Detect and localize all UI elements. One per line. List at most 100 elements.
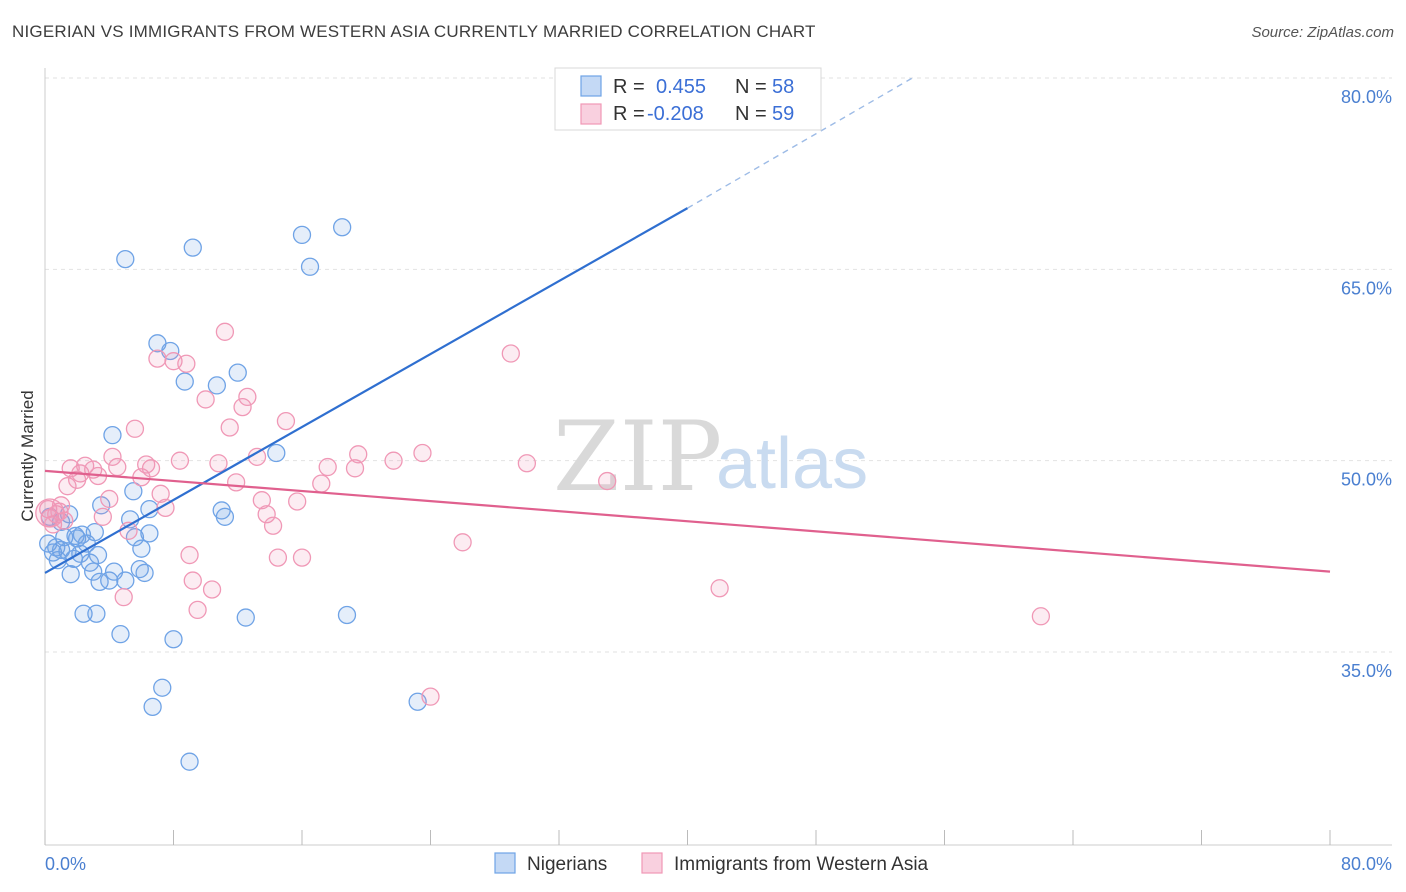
point-western-asia [114, 588, 133, 607]
bottom-legend: Nigerians Immigrants from Western Asia [494, 852, 929, 875]
bottom-legend-swatch-nigerians [494, 852, 516, 874]
point-western-asia [710, 579, 729, 598]
point-nigerians [116, 571, 135, 590]
point-nigerians [267, 443, 286, 463]
point-western-asia [226, 473, 246, 492]
point-western-asia [292, 548, 312, 567]
point-western-asia [413, 443, 432, 463]
tick-labels: 35.0% 50.0% 65.0% 80.0% 0.0% 80.0% [45, 87, 1392, 874]
point-western-asia [1031, 607, 1051, 626]
point-nigerians [103, 426, 122, 445]
legend-box: R = 0.455 N = 58 R = -0.208 N = 59 [554, 67, 822, 131]
y-axis-label: Currently Married [18, 390, 37, 521]
trend-lines [44, 77, 1331, 574]
point-western-asia [180, 545, 199, 565]
point-western-asia [220, 418, 239, 437]
point-nigerians [292, 225, 312, 245]
legend-swatch-western-asia [580, 103, 602, 125]
point-western-asia [170, 451, 190, 470]
point-nigerians [164, 630, 183, 649]
point-nigerians [183, 238, 202, 257]
legend-n-value: 59 [772, 103, 794, 125]
source-credit: Source: ZipAtlas.com [1251, 24, 1394, 41]
point-nigerians [300, 257, 320, 276]
point-western-asia [312, 474, 331, 493]
x-tick-label: 80.0% [1341, 854, 1392, 874]
point-western-asia [125, 419, 145, 438]
point-nigerians [135, 563, 154, 583]
point-western-asia [188, 600, 207, 620]
point-western-asia [156, 498, 175, 518]
point-western-asia [183, 571, 202, 590]
bottom-legend-swatch-western-asia [641, 852, 663, 874]
point-nigerians [236, 608, 255, 627]
point-western-asia [196, 390, 215, 409]
point-nigerians [333, 218, 352, 237]
point-western-asia [384, 451, 403, 470]
point-nigerians [100, 571, 119, 590]
point-nigerians [337, 605, 357, 625]
point-nigerians [61, 565, 80, 584]
point-western-asia [151, 484, 170, 503]
watermark: ZIP atlas [553, 401, 868, 513]
point-nigerians [74, 604, 93, 623]
y-tick-label: 35.0% [1341, 661, 1392, 681]
point-nigerians [84, 562, 103, 581]
point-nigerians [175, 372, 194, 391]
point-western-asia [238, 387, 257, 407]
point-western-asia [215, 322, 235, 341]
grid-lines [45, 77, 1392, 653]
point-western-asia [263, 516, 283, 535]
point-western-asia [100, 489, 119, 509]
point-nigerians [180, 752, 199, 771]
bottom-legend-western-asia: Immigrants from Western Asia [674, 854, 929, 875]
point-western-asia [421, 687, 440, 706]
point-western-asia [177, 354, 196, 373]
point-nigerians [111, 624, 130, 644]
bottom-legend-nigerians: Nigerians [527, 854, 607, 875]
point-western-asia [349, 445, 368, 464]
point-nigerians [90, 572, 109, 591]
point-western-asia [141, 459, 161, 478]
point-western-asia [103, 447, 122, 466]
point-western-asia [345, 459, 365, 478]
point-nigerians [124, 482, 143, 501]
point-nigerians [153, 678, 172, 697]
watermark-atlas: atlas [716, 424, 868, 504]
trend-line-nigerians [44, 207, 689, 574]
legend-n-label: N = [735, 76, 767, 98]
point-western-asia [501, 344, 520, 363]
point-western-asia [233, 397, 252, 417]
point-western-asia [148, 349, 167, 368]
point-western-asia [517, 454, 537, 473]
point-nigerians [132, 539, 151, 558]
legend-r-label: R = [613, 76, 645, 98]
point-western-asia [35, 498, 65, 528]
point-nigerians [207, 376, 227, 395]
point-nigerians [140, 524, 159, 543]
point-western-asia [209, 454, 228, 473]
point-nigerians [87, 604, 106, 623]
point-western-asia [252, 491, 271, 510]
point-nigerians [215, 507, 235, 526]
point-western-asia [108, 457, 127, 477]
y-tick-label: 50.0% [1341, 470, 1392, 490]
point-western-asia [257, 505, 276, 524]
y-tick-label: 65.0% [1341, 278, 1392, 298]
y-tick-label: 80.0% [1341, 87, 1392, 107]
legend-n-label: N = [735, 103, 767, 125]
data-points [35, 218, 1051, 771]
trend-line-western-asia [44, 469, 1331, 573]
legend-swatch-nigerians [580, 75, 602, 97]
point-western-asia [598, 471, 617, 491]
point-nigerians [116, 249, 135, 269]
point-western-asia [202, 580, 222, 599]
legend-r-label: R = [613, 103, 645, 125]
point-western-asia [288, 492, 307, 511]
x-tick-label: 0.0% [45, 854, 86, 874]
legend-r-value: -0.208 [647, 103, 704, 125]
point-nigerians [88, 545, 108, 565]
point-western-asia [93, 507, 112, 526]
point-nigerians [228, 363, 247, 382]
